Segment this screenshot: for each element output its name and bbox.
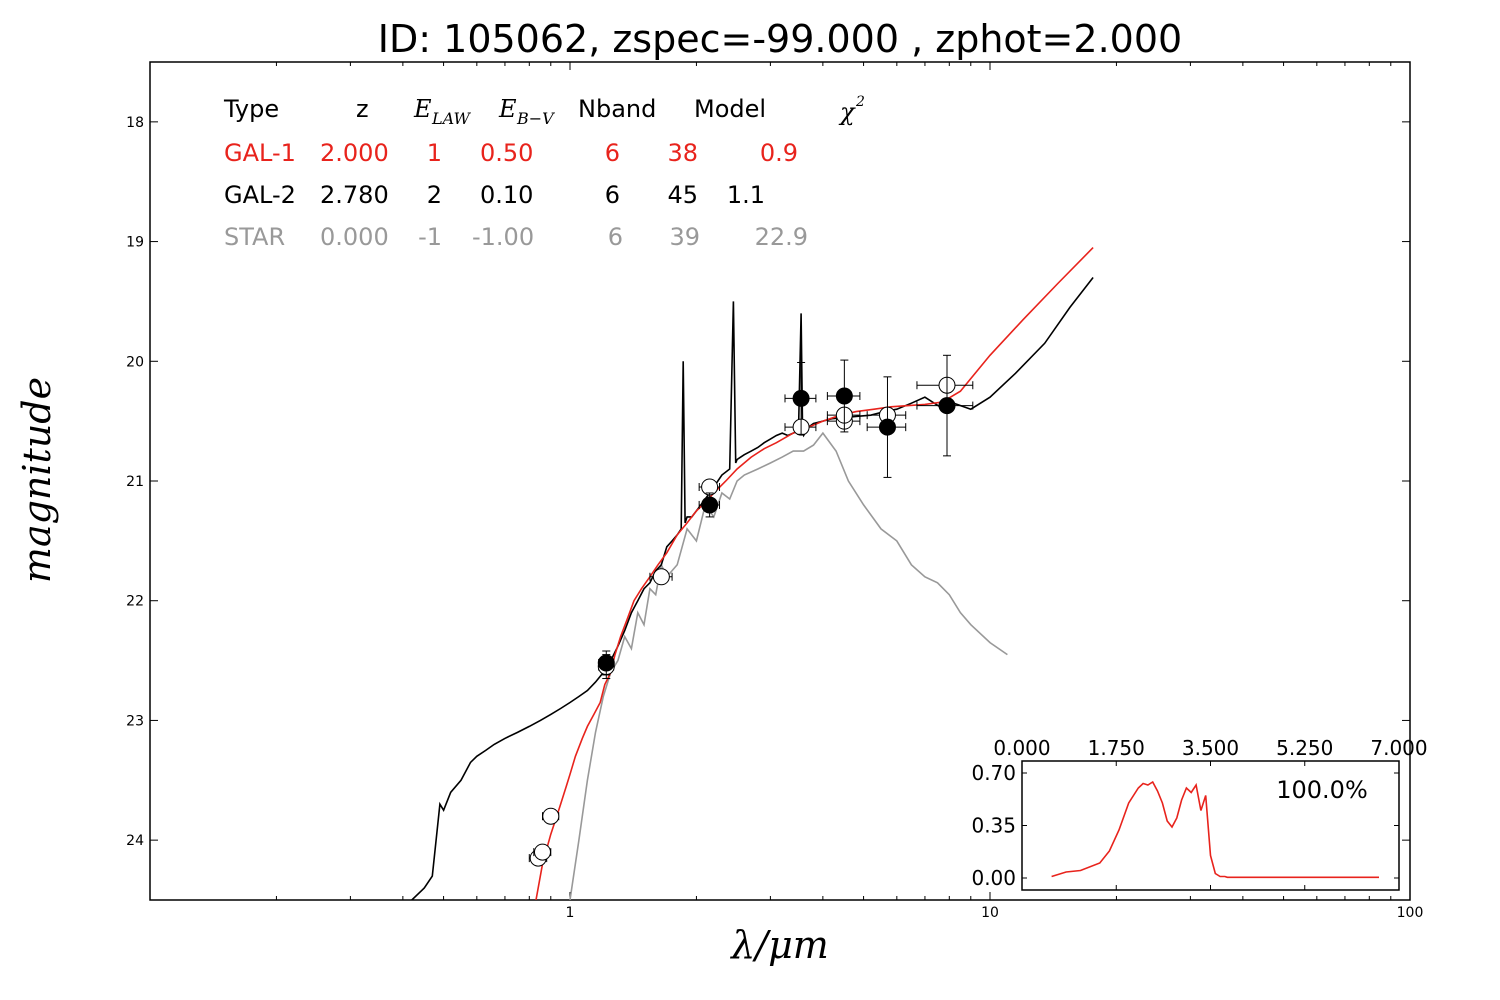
observed-point — [916, 354, 974, 457]
y-tick-label: 23 — [126, 713, 144, 729]
observed-point — [533, 843, 552, 861]
table-cell-ebv: 0.50 — [480, 139, 533, 167]
x-tick-label: 10 — [981, 905, 999, 921]
table-cell-chi2: 1.1 — [727, 181, 765, 209]
inset-x-tick-label: 1.750 — [1088, 736, 1145, 760]
table-cell-ebv: -1.00 — [472, 223, 534, 251]
table-cell-type: GAL-2 — [224, 181, 296, 209]
point-marker — [701, 496, 719, 514]
table-header-z: z — [356, 95, 369, 123]
observed-point — [866, 376, 907, 478]
y-tick-label: 20 — [126, 354, 144, 370]
observed-point — [784, 418, 817, 436]
table-header-model: Model — [694, 95, 766, 123]
x-tick-label: 100 — [1397, 905, 1424, 921]
table-header-nband: Nband — [578, 95, 656, 123]
inset-y-tick-label: 0.70 — [971, 761, 1016, 785]
model-sed-line — [569, 431, 1008, 900]
y-tick-label: 22 — [126, 594, 144, 610]
observed-point — [916, 376, 974, 394]
point-marker — [533, 843, 551, 861]
table-row: GAL-2 2.780 2 0.10 6 45 1.1 — [224, 181, 765, 209]
inset-series-group — [1051, 780, 1379, 879]
table-cell-elaw: 1 — [427, 139, 442, 167]
pdf-line — [1051, 780, 1379, 879]
table-header-ebv-main: E — [498, 95, 517, 123]
observed-point — [597, 650, 615, 676]
observed-point — [521, 904, 537, 920]
x-tick-label: 1 — [566, 905, 575, 921]
table-cell-elaw: -1 — [418, 223, 442, 251]
table-header-chi2: χ 2 — [838, 94, 865, 126]
table-cell-z: 2.000 — [320, 139, 389, 167]
point-marker — [542, 807, 560, 825]
y-tick-label: 19 — [126, 235, 144, 251]
inset-x-tick-label: 0.000 — [993, 736, 1050, 760]
x-axis-label: λ/μm — [729, 923, 829, 967]
table-header-type: Type — [223, 95, 279, 123]
table-rows: GAL-1 2.000 1 0.50 6 38 0.9 GAL-2 2.780 2 0.10 6 45 1… — [224, 139, 808, 251]
inset-annotation: 100.0% — [1276, 776, 1368, 804]
observed-points-group — [521, 354, 974, 920]
table-cell-nband: 6 — [605, 181, 620, 209]
observed-point — [784, 361, 817, 435]
inset-x-tick-label: 5.250 — [1276, 736, 1333, 760]
main-series-group — [411, 247, 1094, 900]
table-header-chi-sup: 2 — [855, 94, 865, 110]
point-marker — [835, 387, 853, 405]
table-cell-nband: 6 — [608, 223, 623, 251]
redshift-pdf-inset: 0.000 1.750 3.500 5.250 7.000 0.70 0.35 0.00 10… — [971, 736, 1428, 891]
table-cell-type: STAR — [224, 223, 285, 251]
observed-point — [698, 492, 721, 518]
table-cell-model: 45 — [667, 181, 698, 209]
table-row: GAL-1 2.000 1 0.50 6 38 0.9 — [224, 139, 798, 167]
table-cell-type: GAL-1 — [224, 139, 296, 167]
inset-y-tick-label: 0.35 — [971, 814, 1016, 838]
point-marker — [521, 904, 537, 920]
table-cell-elaw: 2 — [427, 181, 442, 209]
table-cell-z: 0.000 — [320, 223, 389, 251]
summary-table: Type z E LAW E B−V Nband Model χ 2 GAL-1… — [223, 94, 865, 251]
observed-point — [541, 807, 560, 825]
chart-title: ID: 105062, zspec=-99.000 , zphot=2.000 — [378, 17, 1182, 61]
point-marker — [597, 654, 615, 672]
inset-y-tick-label: 0.00 — [971, 866, 1016, 890]
point-marker — [652, 568, 670, 586]
point-marker — [878, 418, 896, 436]
y-tick-label: 24 — [126, 833, 144, 849]
table-cell-ebv: 0.10 — [480, 181, 533, 209]
model-sed-line — [411, 277, 1094, 900]
table-header-elaw-sub: LAW — [431, 109, 472, 128]
table-cell-z: 2.780 — [320, 181, 389, 209]
table-cell-chi2: 22.9 — [755, 223, 808, 251]
point-marker — [938, 397, 956, 415]
inset-x-tick-label: 3.500 — [1182, 736, 1239, 760]
table-header-ebv-sub: B−V — [516, 109, 555, 128]
table-cell-model: 38 — [667, 139, 698, 167]
table-header-elaw-main: E — [413, 95, 432, 123]
point-marker — [792, 389, 810, 407]
observed-point — [649, 568, 673, 586]
inset-x-tick-label: 7.000 — [1370, 736, 1427, 760]
observed-point — [826, 359, 861, 433]
y-axis-label: magnitude — [15, 377, 59, 583]
table-header-chi-main: χ — [838, 98, 856, 126]
table-cell-nband: 6 — [605, 139, 620, 167]
table-cell-chi2: 0.9 — [760, 139, 798, 167]
y-tick-label: 18 — [126, 115, 144, 131]
y-tick-label: 21 — [126, 474, 144, 490]
inset-axis-ticks: 0.000 1.750 3.500 5.250 7.000 0.70 0.35 0.00 — [971, 736, 1428, 890]
model-sed-line — [535, 247, 1094, 900]
table-cell-model: 39 — [669, 223, 700, 251]
table-row: STAR 0.000 -1 -1.00 6 39 22.9 — [224, 223, 808, 251]
table-header-ebv: E B−V — [498, 95, 555, 128]
table-header-elaw: E LAW — [413, 95, 472, 128]
